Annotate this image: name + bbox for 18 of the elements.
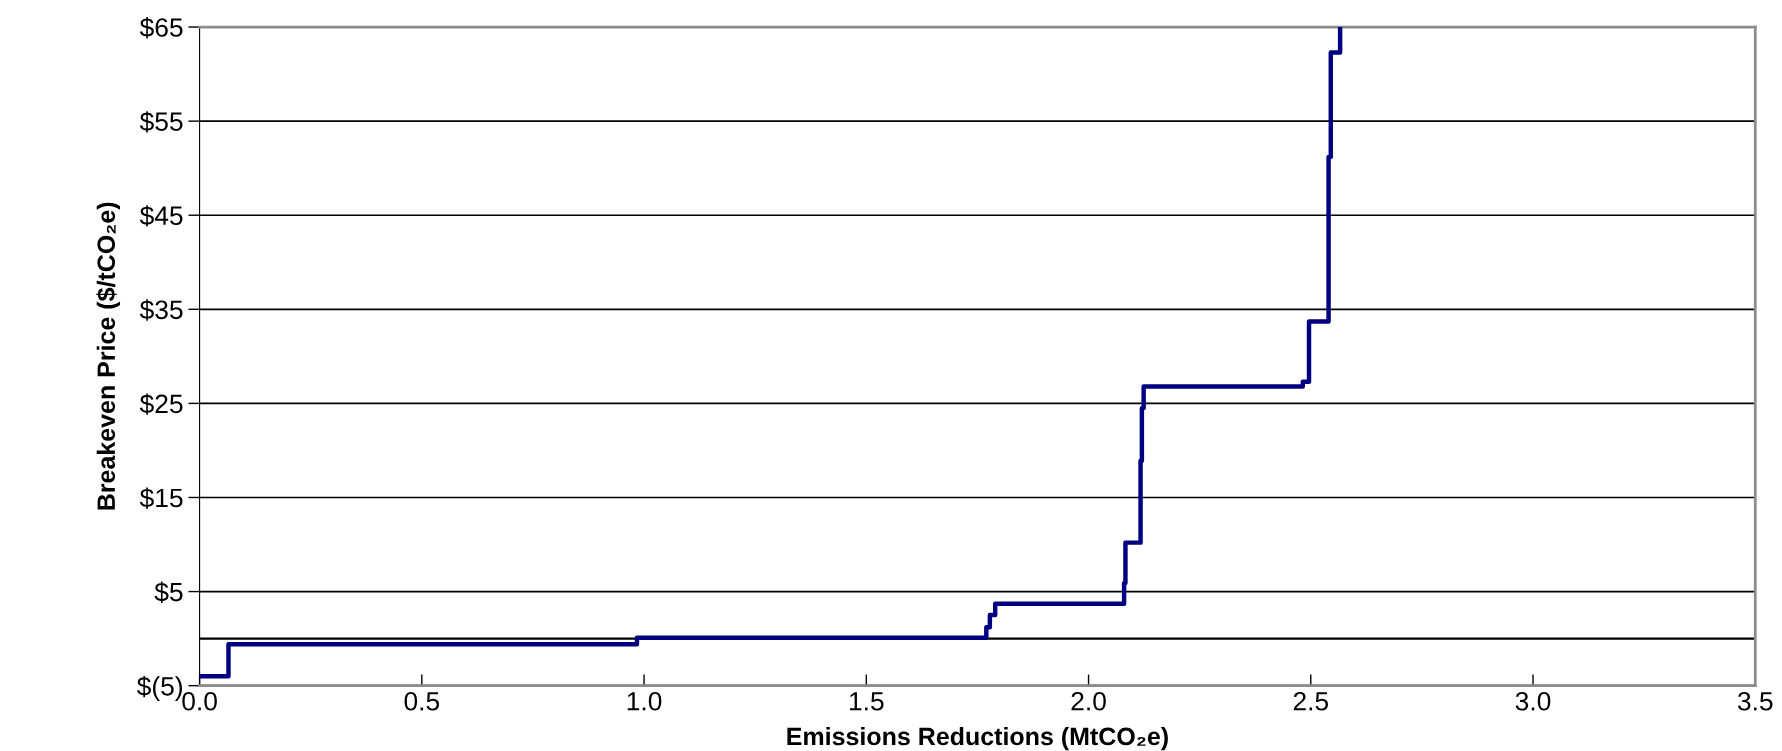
y-tick-label: $45 bbox=[139, 205, 183, 227]
x-tick-label: 3.0 bbox=[1515, 691, 1551, 711]
y-tick-label: $25 bbox=[139, 393, 183, 415]
y-tick-label: $15 bbox=[139, 487, 183, 509]
x-tick-label: 3.5 bbox=[1737, 691, 1773, 711]
y-axis-title: Breakeven Price ($/tCO₂e) bbox=[96, 202, 121, 510]
y-tick-label: $65 bbox=[139, 17, 183, 39]
x-tick-label: 2.5 bbox=[1293, 691, 1329, 711]
x-tick-label: 1.5 bbox=[849, 692, 884, 711]
y-tick-label: $5 bbox=[154, 581, 183, 603]
y-tick-label: $35 bbox=[139, 299, 183, 321]
x-tick-label: 2.0 bbox=[1071, 691, 1106, 711]
x-axis-title: Emissions Reductions (MtCO₂e) bbox=[787, 726, 1168, 751]
x-tick-label: 1.0 bbox=[627, 691, 662, 711]
y-tick-label: $55 bbox=[139, 111, 183, 133]
y-tick-label: $(5) bbox=[136, 675, 182, 701]
x-tick-label: 0.0 bbox=[182, 691, 217, 711]
x-tick-label: 0.5 bbox=[404, 691, 440, 711]
